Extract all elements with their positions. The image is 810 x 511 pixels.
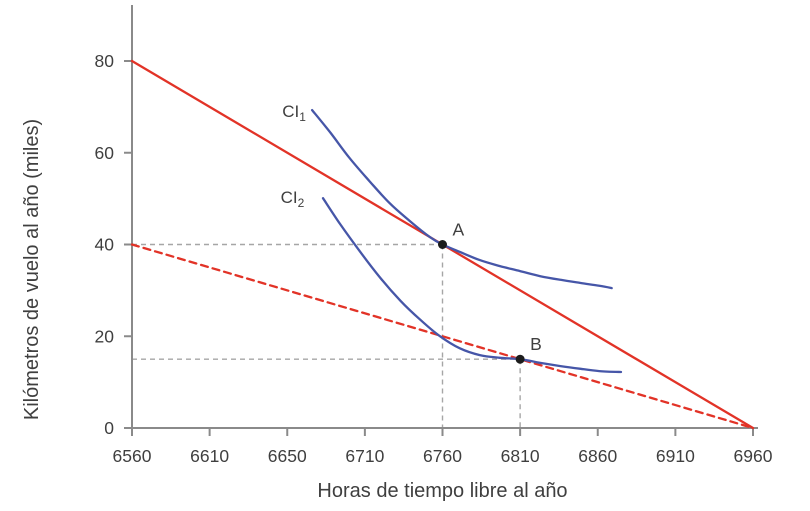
x-axis-tick-label: 6650 <box>268 446 307 466</box>
x-axis-tick-label: 6910 <box>656 446 695 466</box>
point-A-label: A <box>453 220 465 240</box>
x-axis-tick-label: 6860 <box>578 446 617 466</box>
y-axis-tick-label: 20 <box>95 326 115 346</box>
indifference-curve-2 <box>321 197 623 374</box>
x-axis-tick-label: 6810 <box>501 446 540 466</box>
indifference-curve-2-label: CI2 <box>281 188 305 210</box>
point-A-dot <box>438 240 447 249</box>
x-axis-tick-label: 6710 <box>345 446 384 466</box>
point-B-dot <box>515 354 525 364</box>
y-axis-tick-label: 40 <box>95 235 115 255</box>
y-axis-tick-label: 0 <box>104 418 114 438</box>
point-B-label: B <box>530 334 542 354</box>
x-axis-tick-label: 6610 <box>190 446 229 466</box>
indifference-curve-1 <box>310 108 613 290</box>
budget-line-dashed <box>130 243 755 430</box>
y-axis-title: Kilómetros de vuelo al año (miles) <box>21 119 43 420</box>
x-axis-tick-label: 6760 <box>423 446 462 466</box>
indifference-curve-1-label: CI1 <box>282 102 306 124</box>
x-axis-tick-label: 6960 <box>734 446 773 466</box>
y-axis-tick-label: 80 <box>95 51 115 71</box>
x-axis-title: Horas de tiempo libre al año <box>317 480 567 502</box>
x-axis-tick-label: 6560 <box>113 446 152 466</box>
y-axis-tick-label: 60 <box>95 143 115 163</box>
